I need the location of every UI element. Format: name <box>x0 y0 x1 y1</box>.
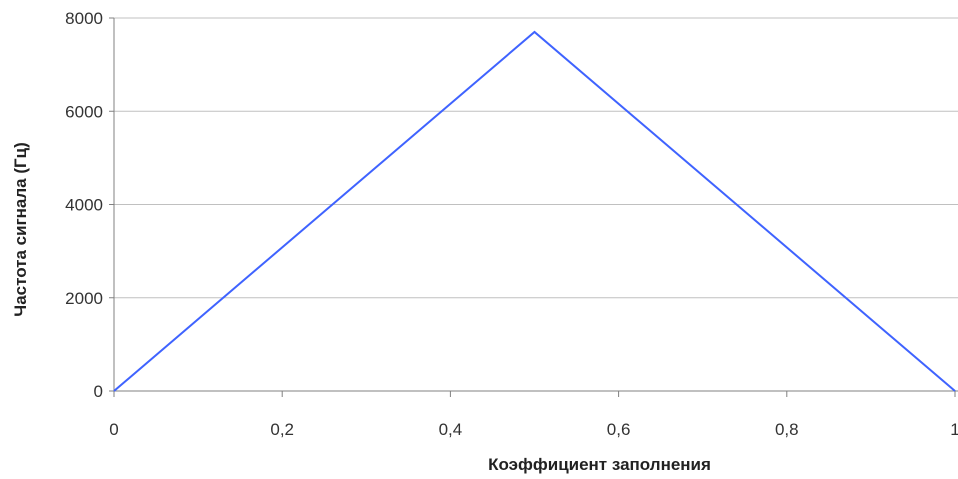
y-axis-title: Частота сигнала (Гц) <box>11 142 30 317</box>
x-tick-label: 0,4 <box>439 420 463 439</box>
x-tick-label: 0,6 <box>607 420 631 439</box>
y-tick-label: 4000 <box>65 196 103 215</box>
x-ticks: 0 0,2 0,4 0,6 0,8 1 <box>109 391 958 439</box>
x-axis-title: Коэффициент заполнения <box>488 455 711 474</box>
series-layer <box>113 30 956 392</box>
y-tick-label: 8000 <box>65 9 103 28</box>
x-tick-label: 1 <box>950 420 958 439</box>
x-tick-label: 0,2 <box>270 420 294 439</box>
x-tick-label: 0 <box>109 420 118 439</box>
gridlines <box>114 17 958 299</box>
y-ticks: 0 2000 4000 6000 8000 <box>65 9 114 401</box>
y-tick-label: 6000 <box>65 102 103 121</box>
series-line <box>113 30 956 392</box>
x-tick-label: 0,8 <box>775 420 799 439</box>
y-tick-label: 0 <box>94 382 103 401</box>
y-tick-label: 2000 <box>65 289 103 308</box>
